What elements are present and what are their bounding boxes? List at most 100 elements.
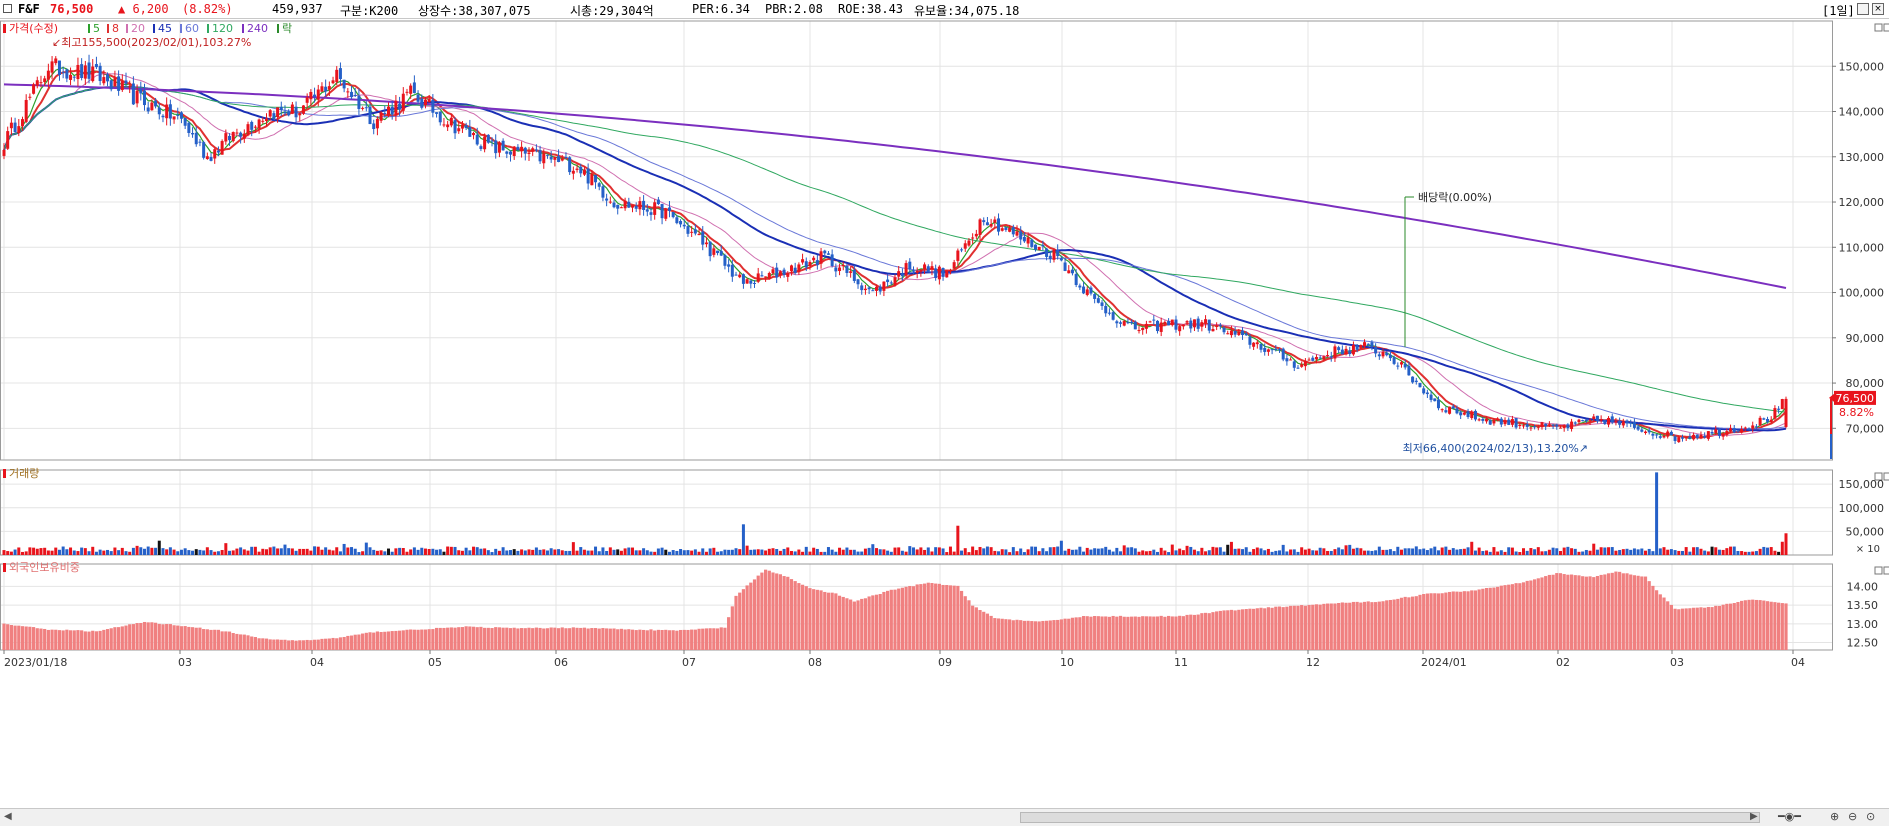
foreign-ratio-bar [216,629,221,650]
foreign-ratio-bar [1740,600,1744,650]
volume-bar [1093,548,1097,555]
foreign-ratio-bar [1573,575,1577,650]
volume-bar [338,551,342,555]
pane-close-icon[interactable] [1883,566,1889,575]
foreign-ratio-bar [874,594,879,650]
pane-close-icon[interactable] [1883,23,1889,32]
foreign-ratio-bar [549,627,553,650]
foreign-ratio-bar [941,584,945,650]
volume-bar [1089,549,1093,555]
volume-bar [738,549,742,555]
scroll-thumb[interactable] [1020,812,1760,823]
foreign-ratio-bar [897,588,901,650]
volume-bar [1592,543,1596,555]
volume-bar [1314,550,1318,555]
pane-restore-icon[interactable] [1874,472,1883,481]
zoom-reset-icon[interactable]: ⊙ [1866,810,1876,823]
volume-bar [246,550,250,555]
volume-bar [1244,547,1248,555]
volume-bar [697,551,701,555]
volume-bar [956,525,960,555]
foreign-ratio-bar [72,630,76,650]
candle-body [952,262,956,269]
candle-body [745,279,749,284]
volume-bar [1070,549,1074,555]
foreign-ratio-bar [560,627,564,650]
foreign-ratio-bar [660,629,664,650]
candle-body [316,89,320,100]
candle-body [671,212,675,218]
foreign-ratio-bar [778,574,782,650]
foreign-ratio-bar [1736,602,1740,650]
candle-body [1052,249,1056,260]
candle-body [457,128,461,132]
candle-body [335,69,339,83]
foreign-ratio-bar [952,585,956,650]
foreign-ratio-bar [1144,616,1149,650]
volume-bar [497,550,501,555]
candle-body [32,84,36,94]
candle-body [69,74,73,80]
foreign-ratio-bar [1588,576,1592,650]
candle-body [664,209,668,219]
candle-body [1096,298,1100,303]
volume-bar [908,546,912,555]
legend-ma-label: 120 [212,22,233,35]
foreign-ratio-bar [1300,605,1304,650]
foreign-ratio-bar [427,629,431,650]
foreign-ratio-bar [1418,594,1422,650]
window-menu-icon[interactable] [3,4,12,13]
candle-body [804,261,808,268]
foreign-ratio-bar [1174,616,1178,650]
foreign-ratio-bar [745,585,749,650]
close-icon[interactable]: × [1872,3,1884,15]
volume-bar [1355,547,1359,555]
volume-bar [775,549,779,555]
maximize-icon[interactable] [1857,3,1869,15]
candle-body [982,220,986,223]
volume-bar [1540,551,1544,555]
candle-body [1130,321,1134,324]
candle-body [1281,348,1285,360]
foreign-ratio-bar [1111,615,1115,650]
volume-bar [538,549,542,555]
foreign-ratio-bar [1351,601,1356,650]
volume-bar [1174,550,1178,555]
zoom-out-icon[interactable]: ⊖ [1848,810,1858,823]
zoom-in-icon[interactable]: ⊕ [1830,810,1840,823]
pane-restore-icon[interactable] [1874,23,1883,32]
candle-body [523,147,527,154]
foreign-ratio-bar [13,625,17,650]
volume-bar [1296,551,1300,555]
volume-bar [1429,548,1433,555]
foreign-ratio-bar [397,630,402,650]
candle-body [719,250,723,256]
volume-bar [1337,547,1341,555]
candle-body [1211,328,1215,332]
candle-body [849,271,853,273]
volume-unit-label: × 10 [1856,544,1880,555]
scroll-left-icon[interactable]: ◀ [4,811,12,822]
zoom-slider-icon[interactable]: ━◉━ [1778,810,1801,823]
volume-bar [1584,549,1588,555]
pane-restore-icon[interactable] [1874,566,1883,575]
candle-body [656,199,660,205]
period-selector[interactable]: [1일] [1822,4,1855,18]
candle-body [1170,319,1174,326]
candle-body [239,132,243,137]
scroll-right-icon[interactable]: ▶ [1750,811,1758,822]
foreign-ratio-bar [1207,613,1211,650]
foreign-ratio-bar [1632,575,1637,650]
foreign-ratio-bar [390,631,394,650]
volume-bar [457,550,461,555]
volume-bar [638,550,642,555]
candle-body [235,132,239,134]
horizontal-scrollbar[interactable]: ◀ ▶ ━◉━ ⊕ ⊖ ⊙ [0,808,1889,826]
candle-body [1329,356,1333,358]
foreign-ratio-bar [690,629,694,650]
date-tick-label: 08 [808,656,822,669]
volume-bar [1130,547,1134,555]
legend-price-swatch [3,24,6,33]
pane-close-icon[interactable] [1883,472,1889,481]
foreign-ratio-bar [1244,609,1248,650]
